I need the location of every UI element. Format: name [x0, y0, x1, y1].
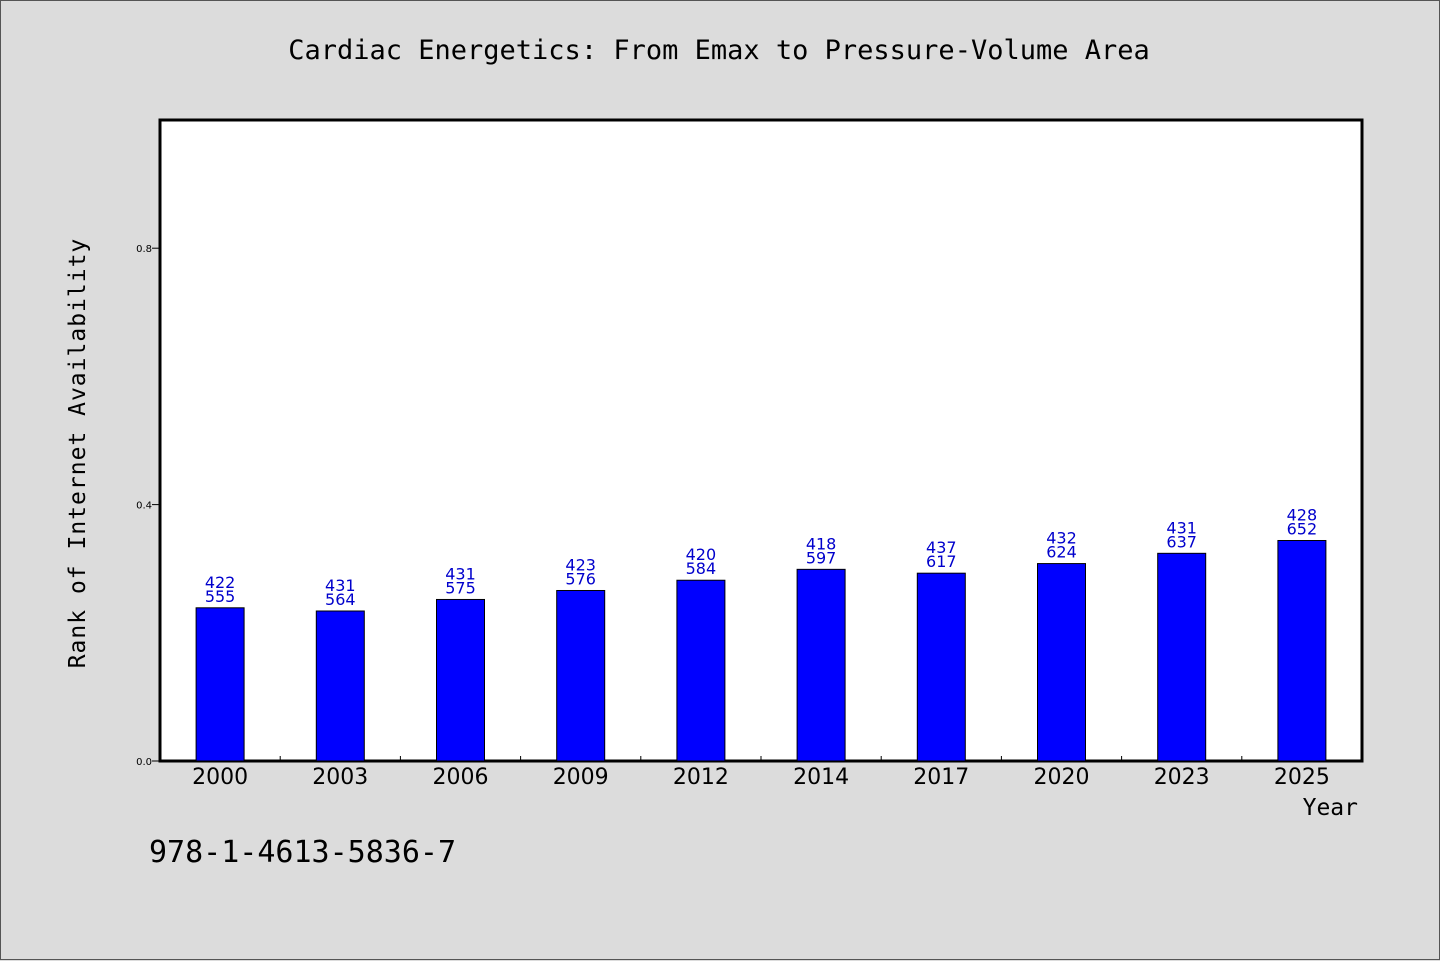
x-tick-label: 2017 [913, 765, 969, 790]
bar [916, 572, 966, 762]
bar-label-top: 418 [806, 534, 837, 553]
x-tick-label: 2003 [312, 765, 368, 790]
x-tick-label: 2014 [793, 765, 849, 790]
bars-group [195, 539, 1327, 762]
bar-label-top: 431 [1166, 518, 1197, 537]
x-tick-label: 2009 [553, 765, 609, 790]
bar [436, 598, 485, 762]
bar [556, 589, 606, 762]
bar-label-bottom: 637 [1166, 532, 1197, 551]
chart-title: Cardiac Energetics: From Emax to Pressur… [288, 35, 1150, 66]
bar-label-bottom: 652 [1287, 519, 1318, 538]
x-tick-label: 2012 [673, 765, 729, 790]
bar-label-bottom: 617 [926, 552, 957, 571]
bar-label-top: 423 [565, 555, 596, 574]
bar [796, 568, 846, 762]
bar [315, 610, 365, 762]
bar [1037, 563, 1086, 762]
bar-label-bottom: 576 [565, 569, 596, 588]
bar-label-bottom: 597 [806, 548, 837, 567]
x-tick-label: 2006 [433, 765, 489, 790]
bar-label-top: 431 [325, 576, 356, 595]
bar [1277, 539, 1327, 762]
bar [676, 579, 726, 762]
x-axis-title: Year [1302, 795, 1358, 821]
y-tick-label: 0.8 [136, 244, 152, 255]
bar-label-bottom: 564 [325, 590, 356, 609]
isbn-label: 978-1-4613-5836-7 [149, 835, 457, 870]
x-tick-label: 2000 [192, 765, 248, 790]
bar-label-bottom: 584 [686, 559, 717, 578]
x-tick-label: 2023 [1154, 765, 1210, 790]
bar-label-top: 422 [205, 573, 236, 592]
bar-label-top: 437 [926, 538, 957, 557]
bar [195, 607, 245, 762]
y-tick-label: 0.4 [136, 501, 152, 512]
bar-label-top: 431 [445, 564, 476, 583]
data-labels-group: 4225554315644315754235764205844185974376… [205, 505, 1317, 609]
bar-label-top: 428 [1287, 505, 1318, 524]
y-tick-label: 0.0 [136, 757, 152, 768]
bar-label-bottom: 575 [445, 578, 476, 597]
x-tick-label: 2025 [1274, 765, 1330, 790]
x-tick-label: 2020 [1034, 765, 1090, 790]
bar-label-top: 420 [686, 545, 717, 564]
y-axis-title: Rank of Internet Availability [65, 237, 91, 669]
bar-label-top: 432 [1046, 529, 1077, 548]
bar [1157, 552, 1207, 762]
axis-ticks: 0.0 0.4 0.8 2000 2003 2006 2009 2012 2014 2017 202… [136, 244, 1330, 790]
bar-label-bottom: 555 [205, 587, 236, 606]
bar-label-bottom: 624 [1046, 543, 1077, 562]
